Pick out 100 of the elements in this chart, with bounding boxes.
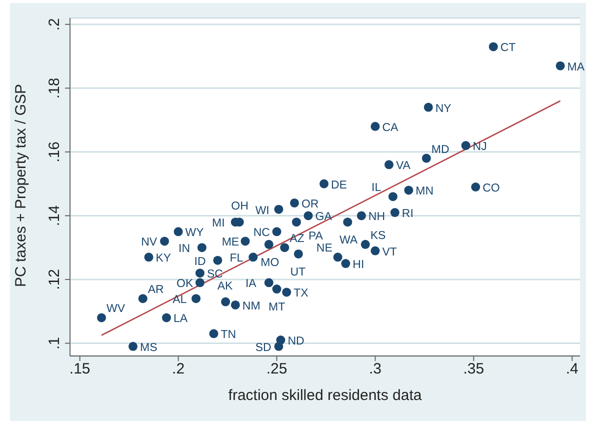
- data-label: NY: [435, 102, 452, 115]
- point: [195, 278, 204, 288]
- data-label: WY: [185, 227, 204, 240]
- data-label: NC: [253, 227, 270, 240]
- point: [290, 198, 299, 208]
- data-label: WA: [339, 234, 358, 247]
- point: [360, 240, 370, 249]
- point: [209, 329, 218, 338]
- point: [264, 278, 274, 288]
- point: [488, 42, 498, 52]
- point: [556, 61, 565, 70]
- point: [424, 102, 433, 112]
- data-label: WV: [106, 303, 126, 316]
- data-label: MT: [268, 302, 286, 314]
- point: [197, 243, 206, 252]
- point: [272, 227, 282, 236]
- x-tick-label: .15: [69, 360, 90, 378]
- data-label: WI: [255, 204, 270, 217]
- data-label: KY: [156, 252, 172, 265]
- point: [213, 256, 222, 265]
- point: [264, 240, 274, 249]
- y-tick-label: .12: [46, 269, 63, 290]
- data-label: ME: [222, 236, 240, 249]
- point: [128, 342, 138, 351]
- point: [192, 294, 201, 304]
- point: [422, 154, 431, 163]
- point: [144, 252, 154, 262]
- data-label: DE: [331, 179, 348, 192]
- data-label: RI: [402, 208, 414, 220]
- point: [274, 342, 284, 351]
- y-axis-title: PC taxes + Property tax / GSP: [12, 84, 30, 287]
- data-label: ND: [288, 336, 304, 348]
- data-label: CA: [382, 122, 399, 134]
- point: [160, 236, 170, 246]
- data-label: NJ: [472, 141, 487, 154]
- point: [320, 179, 329, 188]
- data-label: UT: [290, 266, 306, 278]
- point: [356, 211, 366, 220]
- point: [162, 313, 171, 322]
- point: [292, 218, 301, 227]
- x-tick-label: .3: [368, 360, 382, 378]
- data-label: MS: [140, 342, 158, 354]
- point: [390, 208, 400, 218]
- data-label: AL: [172, 294, 188, 306]
- data-label: TX: [294, 288, 309, 300]
- data-label: NE: [316, 242, 333, 255]
- data-label: MN: [416, 186, 434, 198]
- point: [304, 211, 313, 220]
- data-label: SD: [255, 342, 272, 354]
- y-tick-label: .1: [46, 336, 63, 350]
- point: [174, 227, 183, 236]
- data-label: OH: [231, 200, 248, 213]
- x-tick-label: .35: [463, 360, 484, 378]
- data-label: MO: [260, 256, 280, 269]
- x-axis-title: fraction skilled residents data: [228, 387, 422, 404]
- data-label: FL: [230, 252, 244, 265]
- data-label: AR: [148, 284, 164, 296]
- point: [333, 252, 342, 262]
- point: [272, 284, 282, 294]
- point: [461, 141, 470, 150]
- data-label: CT: [500, 42, 516, 54]
- data-label: VA: [396, 160, 411, 172]
- point: [404, 186, 414, 195]
- x-tick-label: .4: [566, 360, 578, 378]
- x-tick-label: .2: [172, 360, 185, 378]
- data-label: LA: [173, 313, 188, 326]
- point: [221, 297, 230, 306]
- data-label: KS: [370, 230, 386, 242]
- point: [274, 204, 284, 214]
- point: [248, 252, 258, 262]
- data-label: TN: [220, 329, 236, 342]
- point: [230, 300, 240, 310]
- point: [97, 313, 106, 322]
- data-label: NM: [242, 300, 260, 312]
- point: [384, 160, 394, 170]
- data-label: IN: [178, 243, 190, 256]
- point: [388, 192, 398, 202]
- point: [282, 288, 292, 297]
- y-tick-label: .2: [46, 18, 63, 31]
- data-label: AZ: [290, 233, 304, 246]
- point: [370, 246, 380, 256]
- x-tick-label: .25: [266, 360, 288, 378]
- data-label: HI: [352, 259, 364, 272]
- point: [471, 182, 480, 192]
- point: [240, 236, 250, 246]
- data-label: NV: [141, 236, 158, 249]
- data-label: OR: [301, 198, 319, 210]
- point: [280, 243, 290, 252]
- point: [370, 122, 380, 131]
- data-label: OK: [176, 278, 194, 290]
- point: [343, 218, 352, 227]
- point: [341, 259, 350, 268]
- data-label: AK: [217, 280, 234, 292]
- y-tick-label: .14: [46, 205, 63, 226]
- data-label: MD: [431, 144, 450, 156]
- data-label: PA: [308, 230, 324, 243]
- data-label: ID: [194, 256, 206, 268]
- data-label: MA: [567, 61, 585, 74]
- data-label: IL: [372, 182, 382, 194]
- point: [294, 249, 303, 258]
